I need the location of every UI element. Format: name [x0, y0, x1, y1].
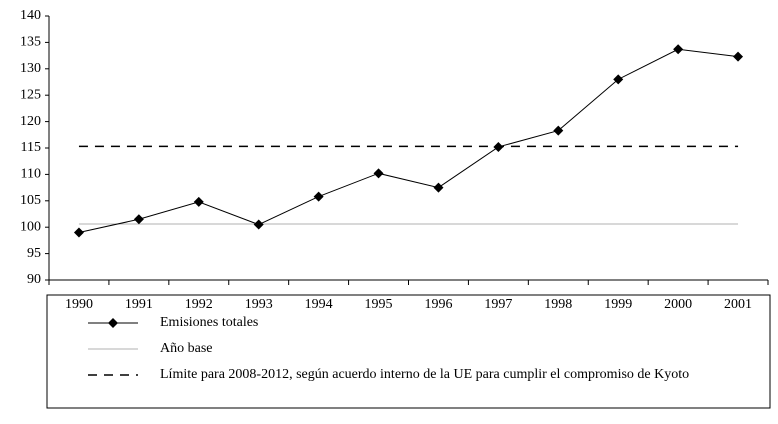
marker — [553, 125, 564, 136]
marker — [493, 141, 504, 152]
marker — [733, 51, 744, 62]
legend-marker — [108, 318, 118, 328]
marker — [133, 214, 144, 225]
x-tick-label: 2001 — [724, 297, 752, 312]
marker — [193, 196, 204, 207]
marker — [73, 227, 84, 238]
legend-label: Emisiones totales — [160, 315, 258, 330]
x-tick-label: 1994 — [305, 297, 333, 312]
y-tick-label: 100 — [20, 219, 41, 234]
legend-label: Año base — [160, 341, 213, 356]
y-tick-label: 135 — [20, 35, 41, 50]
marker — [673, 44, 684, 55]
y-tick-label: 120 — [20, 114, 41, 129]
series-line — [78, 48, 739, 233]
x-tick-label: 1995 — [365, 297, 393, 312]
x-tick-label: 1996 — [424, 297, 452, 312]
legend-box — [46, 294, 771, 409]
x-tick-label: 1991 — [125, 297, 153, 312]
x-tick-label: 1992 — [185, 297, 213, 312]
x-tick-label: 1998 — [544, 297, 572, 312]
y-tick-label: 115 — [21, 140, 41, 155]
y-tick-label: 90 — [27, 272, 41, 287]
y-tick-label: 105 — [20, 193, 41, 208]
y-tick-label: 95 — [27, 246, 41, 261]
legend-label: Límite para 2008-2012, según acuerdo int… — [160, 367, 689, 382]
y-tick-label: 130 — [20, 61, 41, 76]
x-tick-label: 2000 — [664, 297, 692, 312]
marker — [433, 182, 444, 193]
x-tick-label: 1999 — [604, 297, 632, 312]
y-tick-label: 110 — [21, 167, 41, 182]
x-tick-label: 1997 — [484, 297, 512, 312]
y-tick-label: 125 — [20, 87, 41, 102]
marker — [253, 219, 264, 230]
marker — [313, 191, 324, 202]
marker — [373, 168, 384, 179]
y-tick-label: 140 — [20, 8, 41, 23]
x-tick-label: 1990 — [65, 297, 93, 312]
marker — [613, 74, 624, 85]
x-tick-label: 1993 — [245, 297, 273, 312]
